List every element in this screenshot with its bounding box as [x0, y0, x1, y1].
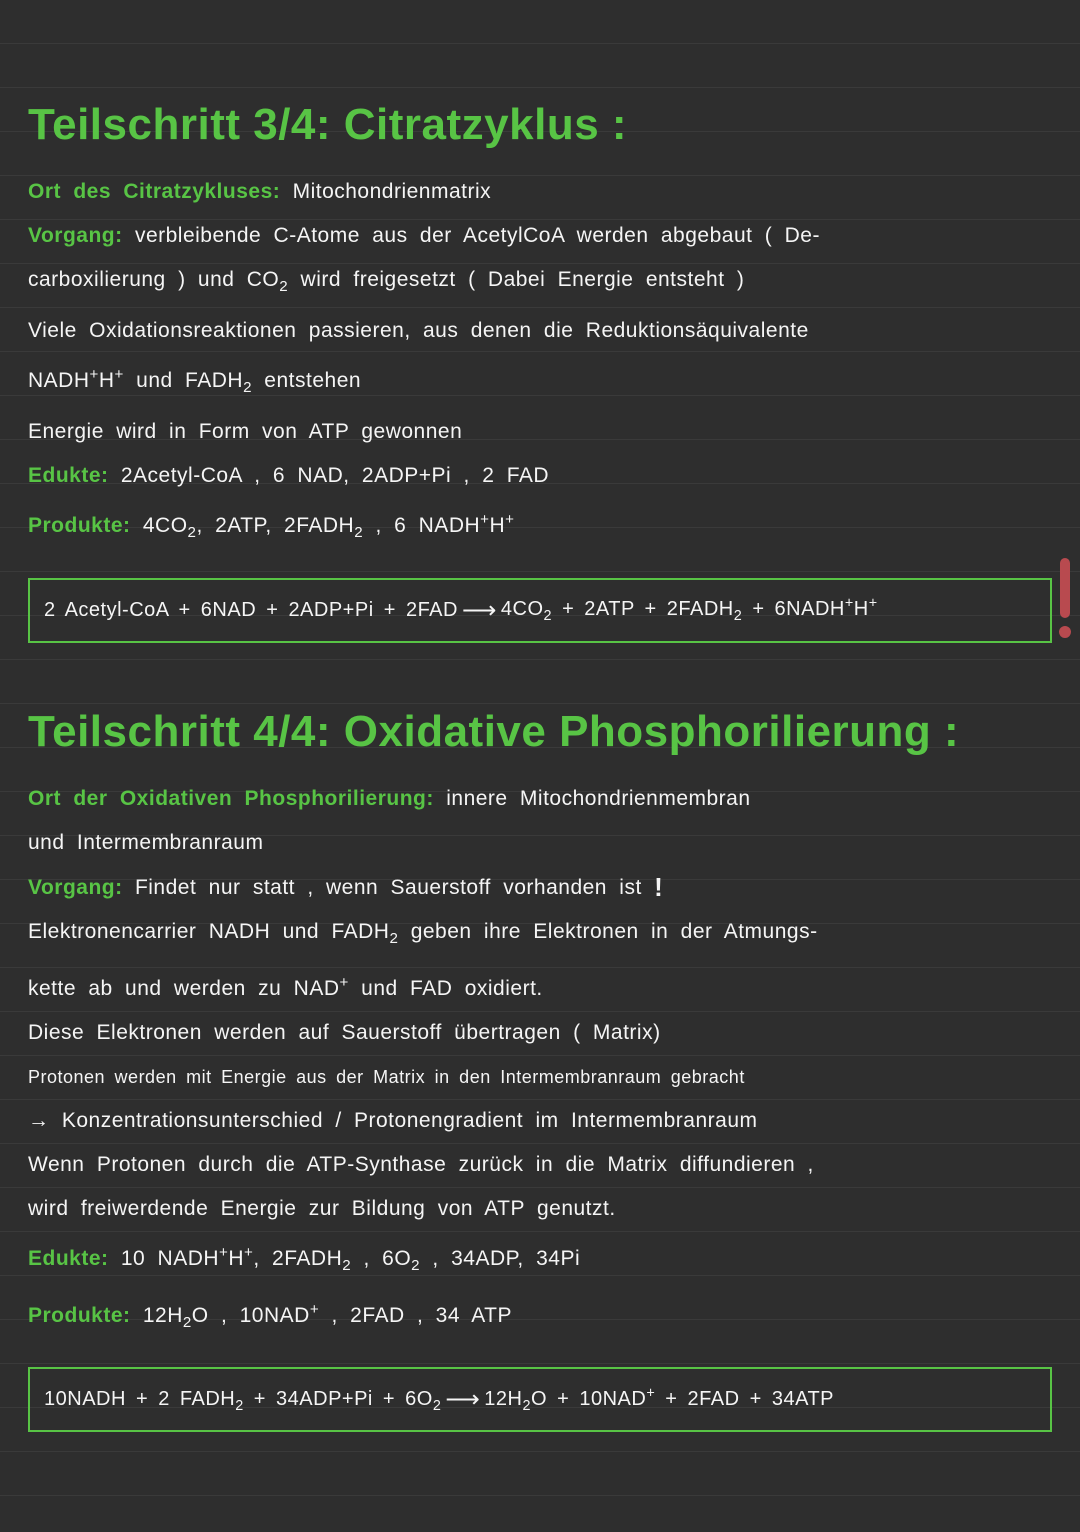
- note-line: Edukte: 10 NADH+H+, 2FADH2 , 6O2 , 34ADP…: [28, 1231, 1052, 1288]
- line-text: Energie wird in Form von ATP gewonnen: [28, 420, 462, 443]
- note-line: Produkte: 4CO2, 2ATP, 2FADH2 , 6 NADH+H+: [28, 498, 1052, 555]
- note-line: wird freiwerdende Energie zur Bildung vo…: [28, 1187, 1052, 1231]
- line-label: Produkte:: [28, 514, 131, 537]
- section-heading: Teilschritt 4/4: Oxidative Phosphorilier…: [28, 707, 1052, 757]
- line-text: 2Acetyl-CoA , 6 NAD, 2ADP+Pi , 2 FAD: [109, 464, 550, 487]
- equation-right: 4CO2 + 2ATP + 2FADH2 + 6NADH+H+: [501, 598, 878, 620]
- note-line: Elektronencarrier NADH und FADH2 geben i…: [28, 910, 1052, 961]
- note-line: → Konzentrationsunterschied / Protonengr…: [28, 1099, 1052, 1143]
- line-text: 10 NADH+H+, 2FADH2 , 6O2 , 34ADP, 34Pi: [109, 1247, 581, 1270]
- line-label: Ort der Oxidativen Phosphorilierung:: [28, 787, 434, 810]
- line-text: innere Mitochondrienmembran: [434, 787, 751, 810]
- line-text: 4CO2, 2ATP, 2FADH2 , 6 NADH+H+: [131, 514, 515, 537]
- line-text: verbleibende C-Atome aus der AcetylCoA w…: [123, 224, 820, 247]
- line-label: Vorgang:: [28, 876, 123, 899]
- note-line: Viele Oxidationsreaktionen passieren, au…: [28, 309, 1052, 353]
- notes-page: Teilschritt 3/4: Citratzyklus : Ort des C…: [28, 100, 1052, 1432]
- equation-box: 10NADH + 2 FADH2 + 34ADP+Pi + 6O2 ⟶ 12H2…: [28, 1367, 1052, 1432]
- line-text: Findet nur statt , wenn Sauerstoff vorha…: [123, 876, 664, 899]
- note-line: Vorgang: Findet nur statt , wenn Sauerst…: [28, 865, 1052, 910]
- arrow-icon: ⟶: [445, 1385, 480, 1414]
- note-line: und Intermembranraum: [28, 821, 1052, 865]
- note-line: Diese Elektronen werden auf Sauerstoff ü…: [28, 1011, 1052, 1055]
- line-text: carboxilierung ) und CO2 wird freigesetz…: [28, 268, 744, 291]
- line-text: 12H2O , 10NAD+ , 2FAD , 34 ATP: [131, 1304, 513, 1327]
- note-line: Ort der Oxidativen Phosphorilierung: inn…: [28, 777, 1052, 821]
- line-label: Ort des Citratzykluses:: [28, 180, 280, 203]
- line-text: Mitochondrienmatrix: [280, 180, 491, 203]
- note-line: kette ab und werden zu NAD+ und FAD oxid…: [28, 961, 1052, 1011]
- line-text: wird freiwerdende Energie zur Bildung vo…: [28, 1197, 616, 1220]
- line-text: → Konzentrationsunterschied / Protonengr…: [28, 1109, 758, 1132]
- note-line: Protonen werden mit Energie aus der Matr…: [28, 1055, 1052, 1099]
- line-label: Edukte:: [28, 464, 109, 487]
- equation-left: 10NADH + 2 FADH2 + 34ADP+Pi + 6O2: [44, 1388, 441, 1410]
- line-text: NADH+H+ und FADH2 entstehen: [28, 369, 361, 392]
- line-text: Wenn Protonen durch die ATP-Synthase zur…: [28, 1153, 814, 1176]
- note-line: Energie wird in Form von ATP gewonnen: [28, 410, 1052, 454]
- note-line: NADH+H+ und FADH2 entstehen: [28, 353, 1052, 410]
- section-1: Teilschritt 4/4: Oxidative Phosphorilier…: [28, 707, 1052, 1433]
- line-text: und Intermembranraum: [28, 831, 263, 854]
- line-text: Diese Elektronen werden auf Sauerstoff ü…: [28, 1021, 661, 1044]
- line-text: Protonen werden mit Energie aus der Matr…: [28, 1067, 745, 1087]
- section-heading: Teilschritt 3/4: Citratzyklus :: [28, 100, 1052, 150]
- line-text: kette ab und werden zu NAD+ und FAD oxid…: [28, 977, 543, 1000]
- note-line: Produkte: 12H2O , 10NAD+ , 2FAD , 34 ATP: [28, 1288, 1052, 1345]
- line-label: Edukte:: [28, 1247, 109, 1270]
- section-0: Teilschritt 3/4: Citratzyklus : Ort des C…: [28, 100, 1052, 643]
- equation-right: 12H2O + 10NAD+ + 2FAD + 34ATP: [484, 1388, 834, 1410]
- line-text: Viele Oxidationsreaktionen passieren, au…: [28, 319, 809, 342]
- note-line: carboxilierung ) und CO2 wird freigesetz…: [28, 258, 1052, 309]
- exclamation-marker: [1054, 558, 1074, 644]
- arrow-icon: ⟶: [462, 596, 497, 625]
- note-line: Ort des Citratzykluses: Mitochondrienmat…: [28, 170, 1052, 214]
- note-line: Edukte: 2Acetyl-CoA , 6 NAD, 2ADP+Pi , 2…: [28, 454, 1052, 498]
- line-label: Produkte:: [28, 1304, 131, 1327]
- line-text: Elektronencarrier NADH und FADH2 geben i…: [28, 920, 818, 943]
- line-label: Vorgang:: [28, 224, 123, 247]
- note-line: Wenn Protonen durch die ATP-Synthase zur…: [28, 1143, 1052, 1187]
- equation-box: 2 Acetyl-CoA + 6NAD + 2ADP+Pi + 2FAD ⟶ 4…: [28, 578, 1052, 643]
- note-line: Vorgang: verbleibende C-Atome aus der Ac…: [28, 214, 1052, 258]
- equation-left: 2 Acetyl-CoA + 6NAD + 2ADP+Pi + 2FAD: [44, 598, 458, 620]
